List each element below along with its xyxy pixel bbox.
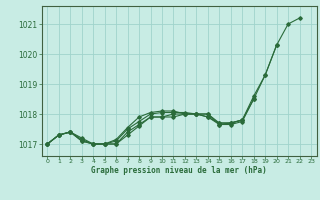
X-axis label: Graphe pression niveau de la mer (hPa): Graphe pression niveau de la mer (hPa) <box>91 166 267 175</box>
